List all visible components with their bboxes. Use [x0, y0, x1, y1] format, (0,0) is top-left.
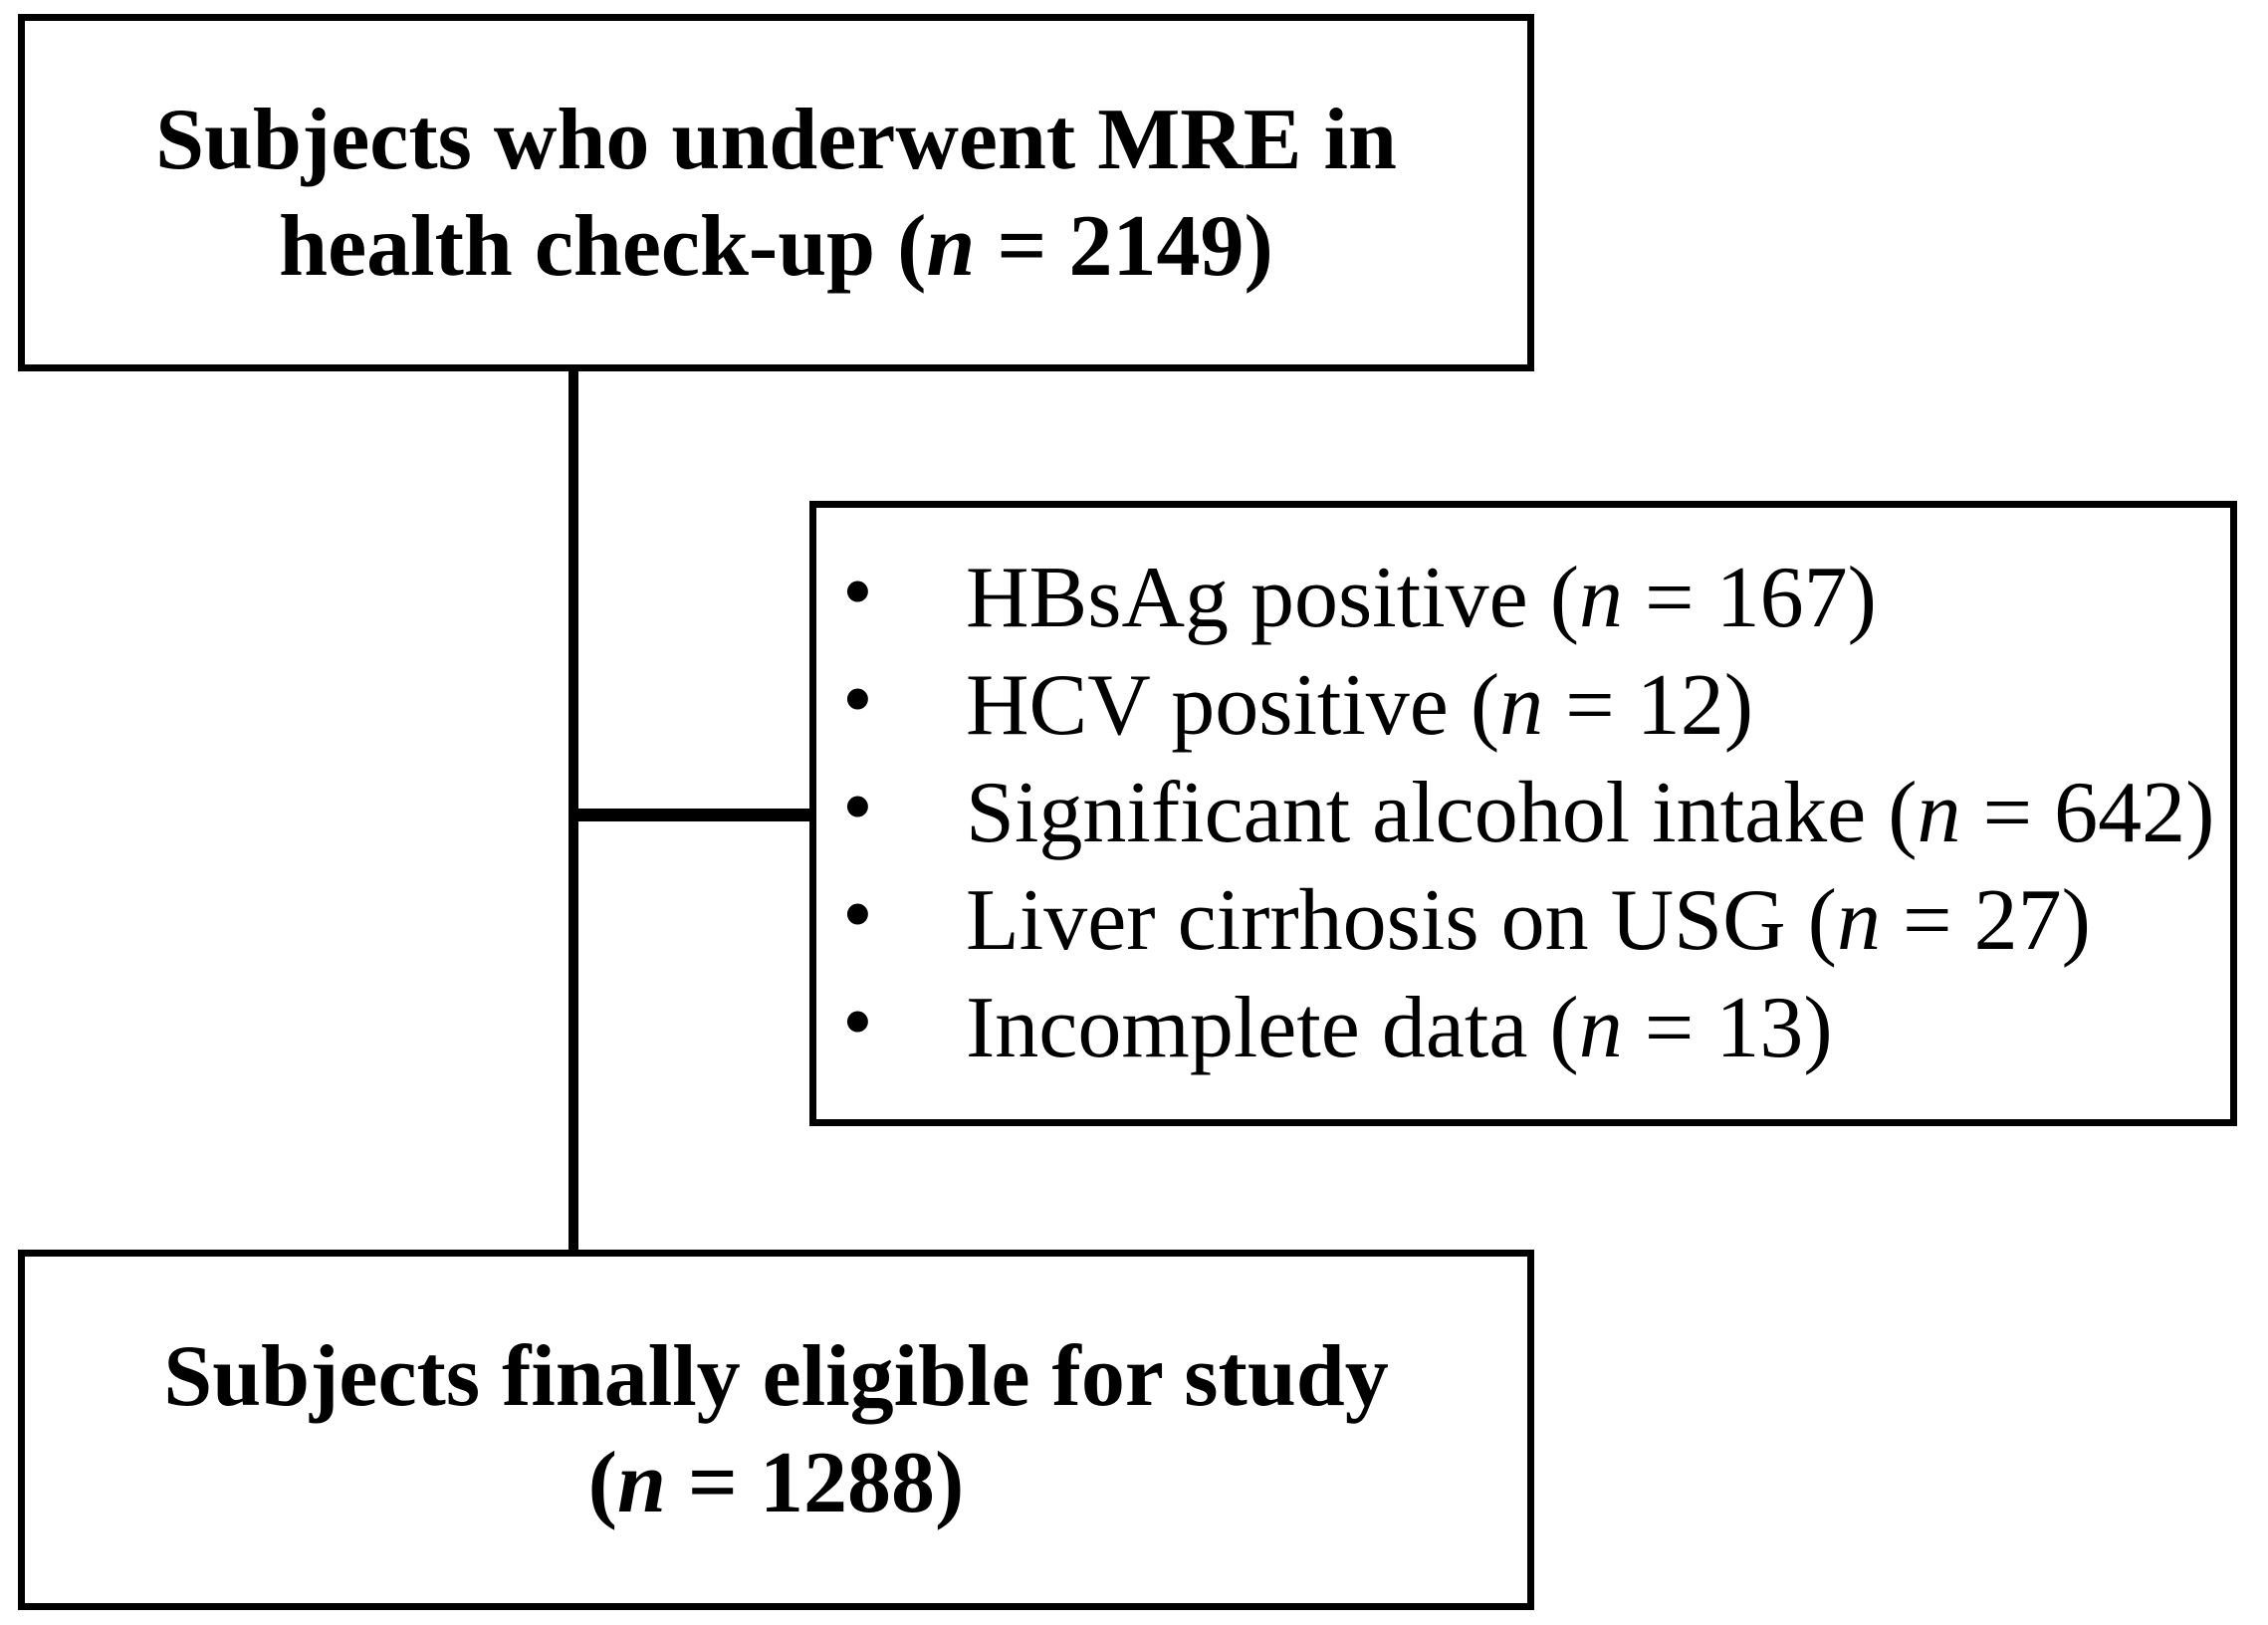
top-box-line1: Subjects who underwent MRE in — [155, 91, 1397, 188]
bottom-box-line1: Subjects finally eligible for study — [163, 1328, 1389, 1425]
exclusion-item-hcv-post: = 12) — [1543, 657, 1754, 754]
exclusion-item-cirrhosis: • Liver cirrhosis on USG (n = 27) — [816, 866, 2230, 975]
exclusion-item-alcohol-pre: Significant alcohol intake ( — [966, 765, 1918, 861]
top-box-line2-n-symbol: n — [926, 197, 976, 295]
exclusion-item-hbsag-post: = 167) — [1623, 550, 1877, 646]
bottom-box-line2-post: = 1288) — [665, 1435, 965, 1531]
exclusion-item-alcohol-post: = 642) — [1960, 765, 2215, 861]
exclusion-item-incomplete-data-post: = 13) — [1622, 980, 1833, 1076]
bullet-icon: • — [842, 651, 873, 748]
exclusion-criteria-box: • HBsAg positive (n = 167) • HCV positive … — [809, 501, 2237, 1126]
bullet-icon: • — [842, 866, 873, 963]
top-box-line2-pre: health check-up ( — [279, 197, 927, 295]
bottom-box-line2-n-symbol: n — [616, 1435, 666, 1531]
exclusion-item-hcv: • HCV positive (n = 12) — [816, 651, 2230, 760]
exclusion-list: • HBsAg positive (n = 167) • HCV positive … — [816, 544, 2230, 1082]
bottom-box-line2-pre: ( — [587, 1435, 617, 1531]
exclusion-item-hbsag-pre: HBsAg positive ( — [966, 550, 1579, 646]
exclusion-item-incomplete-data-pre: Incomplete data ( — [966, 980, 1579, 1076]
exclusion-item-cirrhosis-post: = 27) — [1880, 872, 2091, 969]
top-box-line2-post: = 2149) — [975, 197, 1273, 295]
top-box-subjects-underwent-mre: Subjects who underwent MRE in health che… — [18, 14, 1534, 371]
exclusion-item-alcohol: • Significant alcohol intake (n = 642) — [816, 759, 2230, 867]
connector-horizontal-branch-line — [573, 809, 813, 821]
exclusion-item-hcv-pre: HCV positive ( — [966, 657, 1500, 754]
exclusion-item-cirrhosis-pre: Liver cirrhosis on USG ( — [966, 872, 1837, 969]
exclusion-item-cirrhosis-n-symbol: n — [1836, 872, 1881, 969]
exclusion-item-incomplete-data-n-symbol: n — [1578, 980, 1623, 1076]
top-box-line2: health check-up (n = 2149) — [279, 193, 1273, 300]
bottom-box-line2: (n = 1288) — [588, 1430, 965, 1536]
bullet-icon: • — [842, 544, 873, 640]
exclusion-item-incomplete-data: • Incomplete data (n = 13) — [816, 974, 2230, 1082]
exclusion-item-hbsag: • HBsAg positive (n = 167) — [816, 544, 2230, 652]
bullet-icon: • — [842, 759, 873, 855]
exclusion-item-hcv-n-symbol: n — [1499, 657, 1544, 754]
bullet-icon: • — [842, 974, 873, 1070]
bottom-box-subjects-eligible: Subjects finally eligible for study (n =… — [18, 1250, 1534, 1610]
exclusion-item-alcohol-n-symbol: n — [1917, 765, 1961, 861]
exclusion-item-hbsag-n-symbol: n — [1579, 550, 1623, 646]
